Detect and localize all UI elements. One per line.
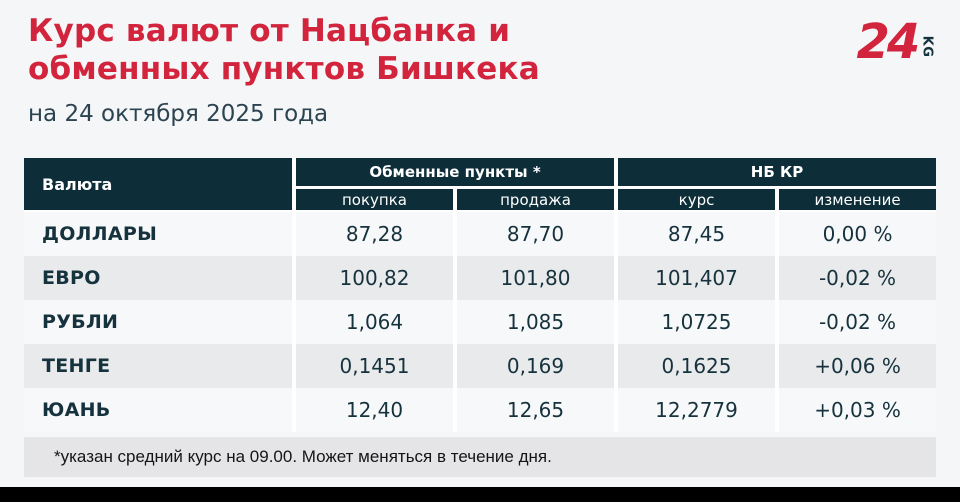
- sell-value: 0,169: [453, 344, 615, 388]
- header-currency: Валюта: [24, 158, 292, 212]
- currency-rates-table: Валюта Обменные пункты * НБ КР покупка п…: [24, 158, 937, 432]
- change-value: +0,03 %: [775, 388, 937, 432]
- footnote-bar: *указан средний курс на 09.00. Может мен…: [24, 437, 936, 477]
- brand-logo-24kg: 24 KG: [856, 14, 938, 70]
- header-exchange-offices: Обменные пункты *: [292, 158, 615, 189]
- rate-value: 0,1625: [614, 344, 776, 388]
- logo-24-icon: 24: [856, 14, 920, 70]
- sell-value: 101,80: [453, 256, 615, 300]
- table-row-rubles: РУБЛИ 1,064 1,085 1,0725 -0,02 %: [24, 300, 937, 344]
- table-row-euro: ЕВРО 100,82 101,80 101,407 -0,02 %: [24, 256, 937, 300]
- change-value: -0,02 %: [775, 256, 937, 300]
- page-title: Курс валют от Нацбанка и обменных пункто…: [28, 12, 540, 88]
- table-header-subcolumns: покупка продажа курс изменение: [24, 189, 937, 212]
- buy-value: 1,064: [292, 300, 453, 344]
- buy-value: 0,1451: [292, 344, 453, 388]
- header-change: изменение: [775, 189, 937, 212]
- currency-name: ЕВРО: [24, 256, 292, 300]
- footnote-text: *указан средний курс на 09.00. Может мен…: [54, 447, 552, 466]
- header-sell: продажа: [453, 189, 615, 212]
- bottom-black-bar: [0, 487, 960, 502]
- currency-name: ТЕНГЕ: [24, 344, 292, 388]
- logo-kg-label: KG: [919, 35, 935, 58]
- table-header-groups: Валюта Обменные пункты * НБ КР: [24, 158, 937, 212]
- sell-value: 12,65: [453, 388, 615, 432]
- sell-value: 87,70: [453, 212, 615, 256]
- buy-value: 87,28: [292, 212, 453, 256]
- currency-name: РУБЛИ: [24, 300, 292, 344]
- currency-name: ЮАНЬ: [24, 388, 292, 432]
- page-title-line1: Курс валют от Нацбанка и: [28, 13, 511, 49]
- rate-value: 12,2779: [614, 388, 776, 432]
- rate-value: 87,45: [614, 212, 776, 256]
- table-row-dollars: ДОЛЛАРЫ 87,28 87,70 87,45 0,00 %: [24, 212, 937, 256]
- rate-value: 101,407: [614, 256, 776, 300]
- change-value: 0,00 %: [775, 212, 937, 256]
- sell-value: 1,085: [453, 300, 615, 344]
- header-nbkr: НБ КР: [614, 158, 937, 189]
- currency-name: ДОЛЛАРЫ: [24, 212, 292, 256]
- header-buy: покупка: [292, 189, 453, 212]
- buy-value: 12,40: [292, 388, 453, 432]
- rate-value: 1,0725: [614, 300, 776, 344]
- date-subtitle: на 24 октября 2025 года: [28, 101, 329, 127]
- change-value: +0,06 %: [775, 344, 937, 388]
- table-row-tenge: ТЕНГЕ 0,1451 0,169 0,1625 +0,06 %: [24, 344, 937, 388]
- change-value: -0,02 %: [775, 300, 937, 344]
- buy-value: 100,82: [292, 256, 453, 300]
- header-rate: курс: [614, 189, 776, 212]
- table-row-yuan: ЮАНЬ 12,40 12,65 12,2779 +0,03 %: [24, 388, 937, 432]
- page-title-line2: обменных пунктов Бишкека: [28, 51, 540, 87]
